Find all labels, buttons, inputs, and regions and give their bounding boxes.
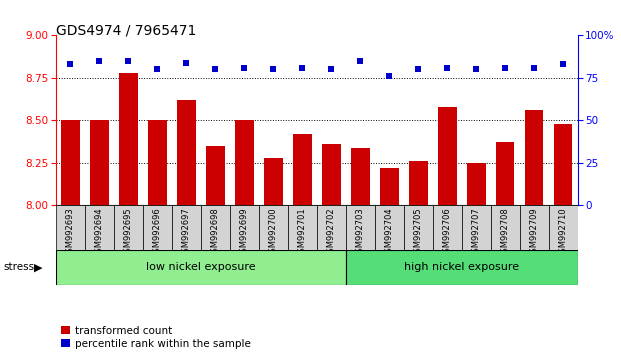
Point (124, 58, 134, 64)
Bar (61, 120, 79, 205)
Text: GSM992698: GSM992698 (211, 207, 220, 258)
Bar (206, 146, 225, 205)
Point (211, 67, 220, 72)
Bar (114, 205, 143, 250)
Point (500, 65, 510, 70)
Bar (56, 205, 85, 250)
Bar (404, 205, 433, 250)
Bar (119, 73, 138, 205)
Text: GSM992709: GSM992709 (530, 207, 538, 258)
Point (152, 67, 162, 72)
Text: ▶: ▶ (34, 262, 43, 272)
Point (297, 65, 307, 70)
Text: GSM992701: GSM992701 (297, 207, 307, 258)
Text: GSM992703: GSM992703 (356, 207, 365, 258)
Text: GSM992710: GSM992710 (558, 207, 568, 258)
Bar (520, 205, 548, 250)
Point (558, 62, 568, 67)
Bar (293, 134, 312, 205)
Bar (438, 107, 456, 205)
Bar (90, 120, 109, 205)
Bar (374, 205, 404, 250)
Bar (351, 148, 369, 205)
Bar (548, 205, 578, 250)
Text: high nickel exposure: high nickel exposure (404, 262, 519, 272)
Point (239, 65, 249, 70)
Bar (201, 205, 230, 250)
Point (442, 65, 452, 70)
Bar (409, 161, 427, 205)
Legend: transformed count, percentile rank within the sample: transformed count, percentile rank withi… (61, 326, 250, 349)
Text: GSM992696: GSM992696 (153, 207, 162, 258)
Point (268, 67, 278, 72)
Bar (379, 168, 399, 205)
Text: GSM992695: GSM992695 (124, 207, 133, 258)
Text: GSM992699: GSM992699 (240, 207, 249, 258)
Bar (491, 205, 520, 250)
Bar (346, 205, 374, 250)
Bar (264, 158, 283, 205)
Bar (554, 124, 573, 205)
Bar (177, 100, 196, 205)
Bar (317, 205, 346, 250)
Bar (230, 205, 259, 250)
Point (326, 67, 336, 72)
Bar (172, 205, 201, 250)
Text: GSM992702: GSM992702 (327, 207, 336, 258)
Point (94, 58, 104, 64)
Bar (433, 205, 461, 250)
Text: GSM992693: GSM992693 (66, 207, 75, 258)
Bar (143, 205, 172, 250)
Text: stress: stress (3, 262, 34, 272)
Point (181, 60, 191, 65)
Bar (148, 120, 166, 205)
Point (65, 62, 75, 67)
Bar (461, 205, 491, 250)
Bar (85, 205, 114, 250)
Text: GSM992700: GSM992700 (269, 207, 278, 258)
Bar (259, 205, 288, 250)
Bar (496, 142, 514, 205)
Text: GSM992706: GSM992706 (443, 207, 451, 258)
Bar (467, 163, 486, 205)
Bar (322, 144, 340, 205)
Text: GSM992708: GSM992708 (501, 207, 510, 258)
Text: GSM992697: GSM992697 (182, 207, 191, 258)
Point (413, 67, 423, 72)
Point (529, 65, 539, 70)
Point (384, 73, 394, 79)
Text: GSM992694: GSM992694 (95, 207, 104, 258)
Bar (235, 120, 253, 205)
Text: GSM992704: GSM992704 (384, 207, 394, 258)
Bar (56, 250, 346, 285)
Point (471, 67, 481, 72)
Text: low nickel exposure: low nickel exposure (146, 262, 256, 272)
Bar (346, 250, 578, 285)
Point (355, 58, 365, 64)
Bar (525, 110, 543, 205)
Text: GDS4974 / 7965471: GDS4974 / 7965471 (56, 23, 196, 37)
Text: GSM992707: GSM992707 (471, 207, 481, 258)
Text: GSM992705: GSM992705 (414, 207, 423, 258)
Bar (288, 205, 317, 250)
